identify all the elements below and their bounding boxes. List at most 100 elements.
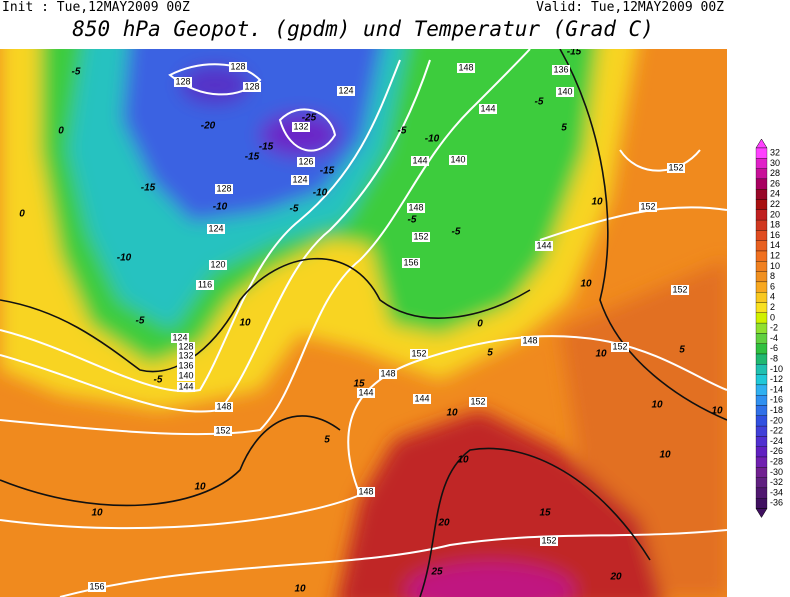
label-box [357,487,375,497]
legend-label: -28 [770,457,783,467]
legend-swatch [755,477,768,489]
legend-label: -20 [770,415,783,425]
geopotential-label: 136 [178,360,193,370]
legend-swatch [755,498,768,509]
temperature-label: -25 [302,113,317,124]
label-box [229,62,247,72]
legend-swatch [755,199,768,210]
label-box [413,394,431,404]
geopotential-label: 136 [553,64,568,74]
label-box [379,369,397,379]
label-box [556,87,574,97]
legend-label: 16 [770,230,780,240]
geopotential-label: 152 [411,348,426,358]
hot-area [337,410,662,597]
legend-swatch [755,230,768,241]
geopotential-label: 148 [408,202,423,212]
legend-swatch [755,302,768,313]
legend-swatch [755,467,768,478]
contour [168,63,262,96]
legend-swatch [755,343,768,355]
legend-label: 26 [770,178,780,188]
label-box [171,333,189,343]
legend-label: -14 [770,384,783,394]
contour [559,49,727,421]
contour [539,206,727,241]
legend-label: 10 [770,261,780,271]
label-box [174,77,192,87]
geopotential-label: 124 [208,223,223,233]
legend-swatch [755,415,768,427]
label-box [552,65,570,75]
contour [59,529,727,597]
geopotential-label: 148 [216,401,231,411]
legend-label: 22 [770,199,780,209]
geopotential-label: 152 [215,425,230,435]
legend-swatch [755,353,768,365]
contour [619,149,701,172]
temperature-label: 5 [561,123,567,134]
cold-core [180,65,250,105]
geopotential-label: 140 [557,86,572,96]
temperature-label: -15 [245,152,260,163]
label-box [291,175,309,185]
legend-label: -12 [770,374,783,384]
contour [0,415,341,507]
label-box [357,388,375,398]
temperature-label: -5 [535,97,544,108]
legend-swatch [755,219,768,231]
temperature-label: 10 [651,400,663,411]
temperature-label: -5 [154,375,163,386]
legend-label: -8 [770,354,778,364]
geopotential-label: 156 [89,581,104,591]
legend-label: -32 [770,477,783,487]
color-legend: 32302826242220181614121086420-2-4-6-8-10… [755,138,783,518]
geopotential-label: 152 [612,341,627,351]
legend-arrow-top [755,138,768,149]
legend-label: -16 [770,395,783,405]
legend-swatch [755,322,768,334]
legend-swatch [755,271,768,283]
temperature-label: -10 [313,188,328,199]
legend-label: -26 [770,446,783,456]
contour [0,257,531,373]
legend-label: 6 [770,281,775,291]
geopotential-label: 152 [541,535,556,545]
temperature-label: -5 [408,215,417,226]
legend-swatch [755,158,768,169]
temperature-label: -5 [398,126,407,137]
temperature-label: -5 [452,227,461,238]
legend-swatch [755,446,768,458]
label-box [411,156,429,166]
geopotential-label: 156 [403,257,418,267]
label-box [412,232,430,242]
hot-core [405,562,575,597]
legend-label: 4 [770,292,775,302]
geopotential-label: 128 [230,61,245,71]
legend-arrow-bottom [755,508,768,518]
temperature-label: 0 [477,319,483,330]
label-box [639,202,657,212]
label-box [449,155,467,165]
label-box [177,351,195,361]
contour [278,108,337,152]
label-box [540,536,558,546]
geopotential-label: 144 [358,387,373,397]
legend-swatch [755,425,768,437]
temperature-label: 5 [679,345,685,356]
legend-swatch [755,487,768,499]
legend-swatch [755,374,768,386]
legend-label: 12 [770,251,780,261]
geopotential-label: 116 [198,279,212,289]
geopotential-label: 144 [480,103,495,113]
legend-label: -36 [770,498,783,508]
label-box [469,397,487,407]
contour [0,59,431,413]
label-box [177,361,195,371]
label-box [521,336,539,346]
legend-label: 30 [770,158,780,168]
label-box [215,184,233,194]
legend-swatch [755,292,768,303]
